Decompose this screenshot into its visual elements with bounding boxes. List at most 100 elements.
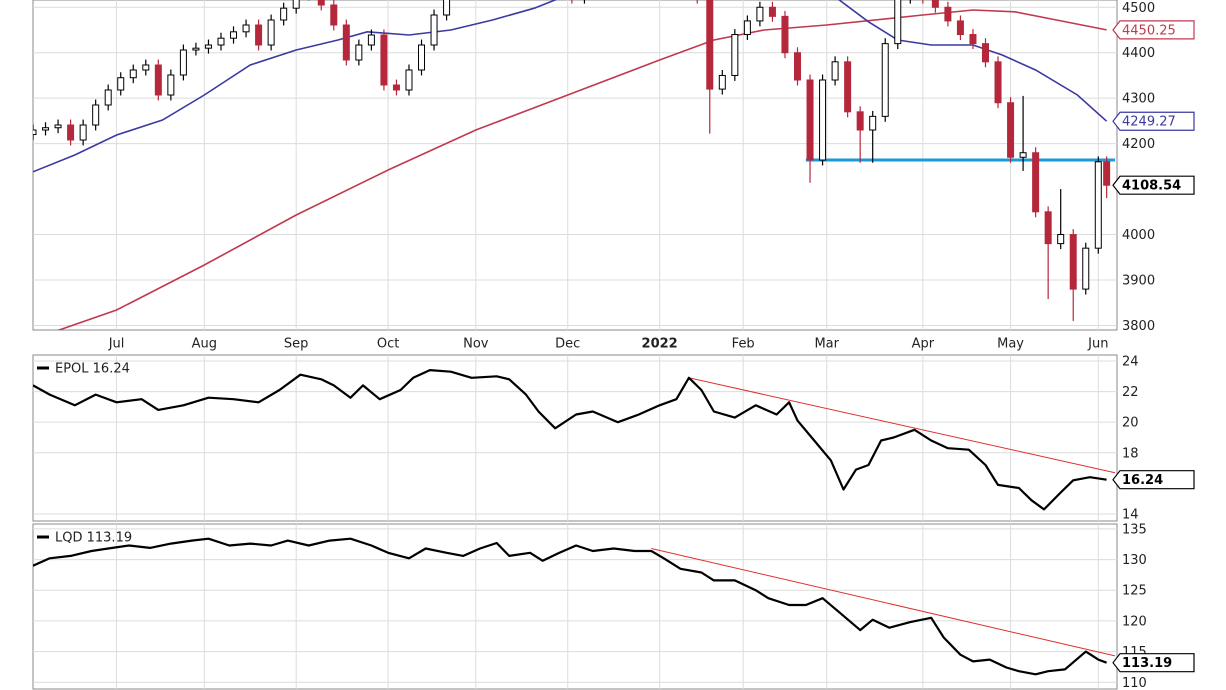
panel-background: [32, 0, 1118, 331]
candle-body: [844, 61, 852, 113]
legend-label: LQD 113.19: [55, 531, 132, 546]
candle-body: [881, 43, 889, 117]
y-tick-label: 24: [1122, 354, 1139, 369]
candle-body: [79, 124, 87, 141]
x-tick-label: Apr: [912, 337, 935, 352]
candle-body: [192, 47, 200, 51]
candle-body: [242, 24, 250, 33]
candle-body: [794, 52, 802, 81]
candle-body: [67, 124, 75, 141]
candle-body: [230, 31, 238, 39]
candle-body: [1007, 102, 1015, 158]
value-tag-label: 113.19: [1122, 656, 1172, 671]
y-tick-label: 120: [1122, 614, 1147, 629]
moving-average: [33, 0, 1108, 173]
candle-body: [330, 4, 338, 26]
candle-body: [781, 15, 789, 54]
candle-body: [430, 14, 438, 46]
plot-area: [33, 537, 1116, 676]
candle-body: [255, 24, 263, 46]
value-tag-label: 4108.54: [1122, 179, 1181, 194]
candle-body: [129, 69, 137, 79]
value-tag: [1112, 111, 1195, 131]
candle-body: [217, 37, 225, 46]
x-tick-label: Dec: [555, 337, 580, 352]
candle-body: [831, 61, 839, 81]
candle-body: [179, 49, 187, 76]
candle-body: [1032, 152, 1040, 213]
plot-area: [33, 0, 1115, 330]
y-tick-label: 4200: [1122, 137, 1155, 152]
price-line: [33, 369, 1107, 511]
candle-body: [405, 69, 413, 91]
candle-body: [756, 6, 764, 22]
y-tick-label: 18: [1122, 446, 1139, 461]
panel-background: [32, 523, 1118, 690]
value-tag: [1112, 20, 1195, 40]
y-tick-label: 110: [1122, 676, 1147, 690]
x-tick-label: May: [997, 337, 1024, 352]
candle-body: [931, 0, 939, 8]
value-tag-label: 4249.27: [1122, 115, 1176, 130]
value-tag-label: 16.24: [1122, 473, 1163, 488]
price-line: [33, 537, 1107, 676]
candle-body: [1103, 161, 1111, 186]
plot-area: [33, 369, 1116, 511]
x-tick-label: Nov: [463, 337, 489, 352]
y-tick-label: 3900: [1122, 274, 1155, 289]
candle-body: [292, 0, 300, 9]
candle-body: [317, 0, 325, 6]
candle-body: [894, 0, 902, 45]
trend-line: [688, 377, 1116, 474]
candle-body: [33, 129, 37, 136]
candle-body: [981, 43, 989, 63]
candle-body: [969, 34, 977, 45]
candle-body: [994, 61, 1002, 104]
candle-body: [267, 19, 275, 46]
candle-body: [280, 7, 288, 21]
value-tag: [1112, 175, 1195, 195]
candle-body: [706, 0, 714, 90]
candle-body: [1082, 247, 1090, 290]
moving-average: [56, 9, 1107, 330]
candle-body: [167, 74, 175, 96]
value-tag-label: 4450.25: [1122, 23, 1176, 38]
y-tick-label: 3800: [1122, 319, 1155, 334]
candle-body: [869, 115, 877, 131]
candle-body: [1044, 211, 1052, 245]
candle-body: [392, 84, 400, 91]
legend-label: EPOL 16.24: [55, 362, 130, 377]
candle-body: [104, 89, 112, 106]
x-tick-label: Oct: [377, 337, 399, 352]
y-tick-label: 125: [1122, 584, 1147, 599]
candle-body: [142, 64, 150, 71]
candle-body: [1057, 234, 1065, 245]
candle-body: [743, 20, 751, 36]
x-tick-label: Jun: [1087, 337, 1108, 352]
candle-body: [42, 127, 50, 131]
candle-body: [367, 34, 375, 46]
candle-body: [204, 44, 212, 49]
value-tag: [1112, 653, 1195, 673]
candle-body: [819, 79, 827, 161]
candle-body: [806, 79, 814, 161]
candle-body: [1069, 234, 1077, 290]
candle-body: [154, 64, 162, 96]
y-tick-label: 4400: [1122, 46, 1155, 61]
y-tick-label: 22: [1122, 385, 1139, 400]
candle-body: [1094, 161, 1102, 249]
candle-body: [355, 44, 363, 61]
candle-body: [117, 77, 125, 91]
candle-body: [342, 24, 350, 61]
candle-body: [956, 20, 964, 36]
value-tag: [1112, 470, 1195, 490]
candle-body: [380, 34, 388, 86]
x-tick-label: Feb: [732, 337, 755, 352]
candle-body: [1019, 152, 1027, 158]
candle-body: [443, 0, 451, 16]
x-tick-label: Mar: [814, 337, 839, 352]
y-tick-label: 4300: [1122, 92, 1155, 107]
x-tick-label: 2022: [642, 337, 678, 352]
